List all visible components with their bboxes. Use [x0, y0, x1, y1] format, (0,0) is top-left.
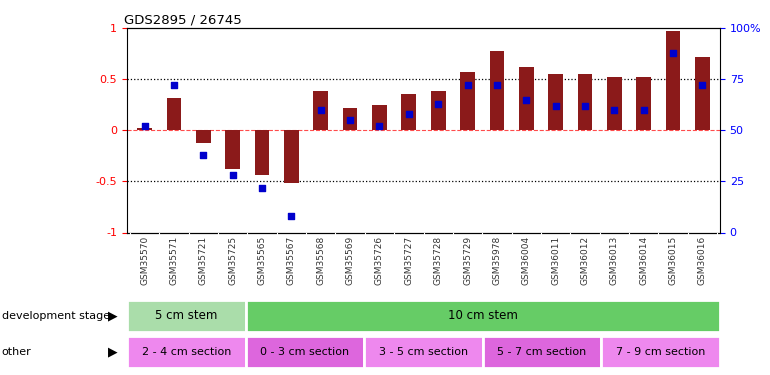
Bar — [343, 108, 357, 130]
Bar — [313, 92, 328, 130]
Bar — [601, 336, 720, 368]
Bar — [519, 67, 534, 130]
Bar — [246, 336, 364, 368]
Text: GSM35569: GSM35569 — [346, 236, 355, 285]
Point — [256, 184, 268, 190]
Text: GSM36011: GSM36011 — [551, 236, 560, 285]
Text: 0 - 3 cm section: 0 - 3 cm section — [260, 346, 350, 357]
Point — [520, 97, 532, 103]
Point — [667, 50, 679, 55]
Text: development stage: development stage — [2, 311, 109, 321]
Bar — [284, 130, 299, 183]
Point — [139, 123, 151, 129]
Bar — [372, 105, 387, 130]
Point — [579, 103, 591, 109]
Bar — [483, 336, 601, 368]
Bar — [665, 31, 681, 130]
Text: ▶: ▶ — [109, 345, 118, 358]
Text: GSM36013: GSM36013 — [610, 236, 619, 285]
Text: GSM36015: GSM36015 — [668, 236, 678, 285]
Point — [638, 107, 650, 113]
Point — [461, 82, 474, 88]
Bar — [166, 98, 182, 130]
Text: GSM35570: GSM35570 — [140, 236, 149, 285]
Text: GSM35568: GSM35568 — [316, 236, 325, 285]
Bar — [636, 77, 651, 130]
Text: GSM35571: GSM35571 — [169, 236, 179, 285]
Text: GSM36012: GSM36012 — [581, 236, 589, 285]
Text: GSM35729: GSM35729 — [463, 236, 472, 285]
Bar — [364, 336, 483, 368]
Text: ▶: ▶ — [109, 309, 118, 322]
Text: GSM36004: GSM36004 — [522, 236, 531, 285]
Text: GSM36014: GSM36014 — [639, 236, 648, 285]
Bar — [226, 130, 240, 169]
Text: GSM35726: GSM35726 — [375, 236, 384, 285]
Point — [168, 82, 180, 88]
Text: other: other — [2, 346, 32, 357]
Bar — [127, 300, 246, 332]
Bar — [255, 130, 270, 175]
Text: GSM35725: GSM35725 — [228, 236, 237, 285]
Bar — [490, 51, 504, 130]
Text: 5 cm stem: 5 cm stem — [155, 309, 218, 322]
Text: GSM35978: GSM35978 — [492, 236, 501, 285]
Bar — [196, 130, 211, 142]
Text: GSM35728: GSM35728 — [434, 236, 443, 285]
Text: 5 - 7 cm section: 5 - 7 cm section — [497, 346, 587, 357]
Bar — [401, 93, 416, 130]
Text: GSM36016: GSM36016 — [698, 236, 707, 285]
Text: GSM35565: GSM35565 — [258, 236, 266, 285]
Point — [608, 107, 621, 113]
Bar — [695, 57, 710, 130]
Text: 3 - 5 cm section: 3 - 5 cm section — [379, 346, 468, 357]
Bar — [548, 74, 563, 130]
Bar — [578, 74, 592, 130]
Text: GDS2895 / 26745: GDS2895 / 26745 — [124, 14, 242, 27]
Text: 7 - 9 cm section: 7 - 9 cm section — [616, 346, 705, 357]
Point — [226, 172, 239, 178]
Bar — [460, 72, 475, 130]
Bar — [246, 300, 720, 332]
Bar — [607, 77, 621, 130]
Point — [373, 123, 386, 129]
Point — [197, 152, 209, 158]
Point — [403, 111, 415, 117]
Text: GSM35727: GSM35727 — [404, 236, 413, 285]
Bar — [127, 336, 246, 368]
Point — [315, 107, 327, 113]
Point — [432, 101, 444, 107]
Point — [490, 82, 503, 88]
Bar — [431, 92, 446, 130]
Point — [550, 103, 562, 109]
Point — [344, 117, 357, 123]
Point — [696, 82, 708, 88]
Text: GSM35721: GSM35721 — [199, 236, 208, 285]
Text: GSM35567: GSM35567 — [287, 236, 296, 285]
Point — [285, 213, 297, 219]
Text: 2 - 4 cm section: 2 - 4 cm section — [142, 346, 231, 357]
Text: 10 cm stem: 10 cm stem — [448, 309, 517, 322]
Bar — [137, 128, 152, 130]
